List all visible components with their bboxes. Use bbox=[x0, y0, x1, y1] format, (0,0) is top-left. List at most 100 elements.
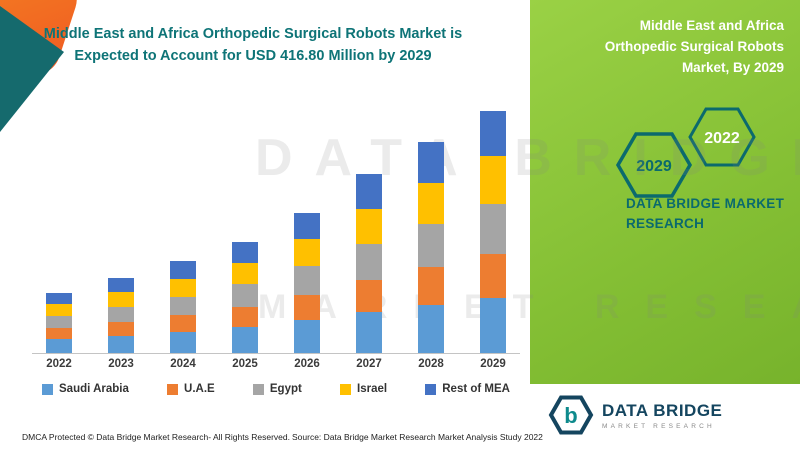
bar-2023 bbox=[108, 278, 134, 353]
bar-segment-egypt bbox=[46, 315, 72, 328]
panel-brand-text: DATA BRIDGE MARKET RESEARCH bbox=[626, 196, 785, 231]
bar-segment-israel bbox=[418, 183, 444, 225]
legend-swatch bbox=[425, 383, 437, 395]
bar-segment-saudi-arabia bbox=[46, 339, 72, 353]
year-hexagons: 2022 2029 bbox=[615, 107, 756, 198]
bar-segment-u-a-e bbox=[294, 294, 320, 321]
dmca-notice: DMCA Protected © Data Bridge Market Rese… bbox=[22, 432, 290, 442]
bar-segment-u-a-e bbox=[356, 279, 382, 313]
bar-segment-u-a-e bbox=[46, 327, 72, 339]
chart-title-line1: Middle East and Africa Orthopedic Surgic… bbox=[43, 26, 463, 42]
bar-segment-israel bbox=[46, 304, 72, 316]
bar-2024 bbox=[170, 261, 196, 353]
bar-segment-saudi-arabia bbox=[356, 312, 382, 353]
bar-segment-egypt bbox=[418, 224, 444, 267]
legend-item-u-a-e: U.A.E bbox=[167, 383, 215, 395]
legend-item-egypt: Egypt bbox=[252, 383, 302, 395]
decorative-teal-triangle bbox=[0, 6, 64, 132]
bar-segment-egypt bbox=[232, 284, 258, 308]
bar-segment-saudi-arabia bbox=[480, 297, 506, 353]
x-axis-label-2029: 2029 bbox=[480, 358, 506, 370]
legend-swatch bbox=[340, 383, 352, 395]
bar-segment-egypt bbox=[480, 204, 506, 254]
bar-segment-u-a-e bbox=[232, 307, 258, 328]
legend-item-israel: Israel bbox=[340, 383, 387, 395]
company-logo: b DATA BRIDGE MARKET RESEARCH bbox=[548, 392, 722, 438]
logo-title: DATA BRIDGE bbox=[602, 400, 723, 420]
bar-stack bbox=[480, 110, 506, 353]
panel-title-line2: Orthopedic Surgical Robots bbox=[604, 38, 784, 54]
legend-label: Egypt bbox=[269, 383, 302, 395]
bar-2022 bbox=[46, 293, 72, 353]
bar-segment-egypt bbox=[294, 266, 320, 295]
chart-title-line2: Expected to Account for USD 416.80 Milli… bbox=[74, 47, 432, 64]
bar-segment-israel bbox=[170, 278, 196, 297]
right-panel: Middle East and Africa Orthopedic Surgic… bbox=[530, 0, 800, 384]
bar-2029 bbox=[480, 110, 506, 353]
chart-title: Middle East and Africa Orthopedic Surgic… bbox=[28, 24, 478, 68]
bar-segment-rest-of-mea bbox=[232, 242, 258, 263]
source-note: Source: Data Bridge Market Research Mark… bbox=[292, 432, 543, 442]
bar-segment-israel bbox=[294, 239, 320, 267]
bar-segment-u-a-e bbox=[108, 321, 134, 336]
bar-segment-u-a-e bbox=[480, 253, 506, 298]
bar-segment-saudi-arabia bbox=[418, 305, 444, 353]
legend-label: Saudi Arabia bbox=[59, 383, 129, 395]
x-axis-label-2024: 2024 bbox=[170, 358, 196, 370]
bar-stack bbox=[232, 242, 258, 353]
bar-2026 bbox=[294, 212, 320, 353]
bar-segment-israel bbox=[108, 292, 134, 307]
bar-segment-egypt bbox=[170, 296, 196, 316]
x-axis-label-2026: 2026 bbox=[294, 358, 320, 370]
bar-segment-egypt bbox=[356, 243, 382, 280]
bar-segment-rest-of-mea bbox=[170, 261, 196, 279]
bar-segment-rest-of-mea bbox=[108, 278, 134, 293]
bar-segment-rest-of-mea bbox=[46, 293, 72, 305]
legend-label: Israel bbox=[357, 383, 388, 395]
hexagon-2022 bbox=[688, 107, 756, 167]
bar-segment-u-a-e bbox=[170, 315, 196, 333]
bar-segment-saudi-arabia bbox=[232, 327, 258, 353]
bar-stack bbox=[46, 293, 72, 353]
logo-letter: b bbox=[564, 403, 577, 428]
legend-label: Rest of MEA bbox=[442, 383, 510, 395]
legend-item-rest-of-mea: Rest of MEA bbox=[425, 383, 510, 395]
legend-label: U.A.E bbox=[184, 383, 215, 395]
legend-swatch bbox=[252, 383, 264, 395]
bar-segment-israel bbox=[356, 208, 382, 244]
legend-swatch bbox=[42, 383, 53, 395]
bar-segment-rest-of-mea bbox=[480, 110, 506, 157]
bar-stack bbox=[418, 142, 444, 353]
bar-segment-rest-of-mea bbox=[418, 142, 444, 184]
bar-segment-saudi-arabia bbox=[170, 332, 196, 353]
bar-stack bbox=[356, 174, 382, 353]
bar-segment-saudi-arabia bbox=[294, 320, 320, 353]
bar-segment-saudi-arabia bbox=[108, 335, 134, 353]
chart-plot-area bbox=[32, 100, 520, 354]
logo-hexagon-icon: b bbox=[548, 395, 594, 435]
x-axis-labels: 2022 2023 2024 2025 2026 2027 2028 2029 bbox=[32, 358, 520, 370]
x-axis-label-2028: 2028 bbox=[418, 358, 444, 370]
bar-segment-u-a-e bbox=[418, 266, 444, 306]
bar-segment-israel bbox=[232, 262, 258, 285]
bar-2028 bbox=[418, 142, 444, 353]
chart-legend: Saudi Arabia U.A.E Egypt Israel Rest of MEA bbox=[42, 383, 510, 395]
x-axis-label-2022: 2022 bbox=[46, 358, 72, 370]
bar-stack bbox=[170, 261, 196, 353]
x-axis-label-2027: 2027 bbox=[356, 358, 382, 370]
bar-2027 bbox=[356, 174, 382, 353]
panel-title-line3: Market, By 2029 bbox=[681, 59, 784, 75]
x-axis-label-2023: 2023 bbox=[108, 358, 134, 370]
bar-segment-israel bbox=[480, 156, 506, 205]
stacked-bar-chart: 2022 2023 2024 2025 2026 2027 2028 2029 bbox=[32, 100, 520, 376]
panel-title-line1: Middle East and Africa bbox=[639, 18, 784, 33]
logo-subtitle: MARKET RESEARCH bbox=[602, 422, 715, 430]
hexagon-2022-label: 2022 bbox=[704, 130, 740, 147]
hexagon-2029-label: 2029 bbox=[636, 158, 672, 175]
panel-title: Middle East and Africa Orthopedic Surgic… bbox=[544, 16, 784, 79]
legend-item-saudi-arabia: Saudi Arabia bbox=[42, 383, 129, 395]
logo-text-block: DATA BRIDGE MARKET RESEARCH bbox=[602, 401, 722, 430]
bar-2025 bbox=[232, 242, 258, 353]
legend-swatch bbox=[167, 383, 179, 395]
